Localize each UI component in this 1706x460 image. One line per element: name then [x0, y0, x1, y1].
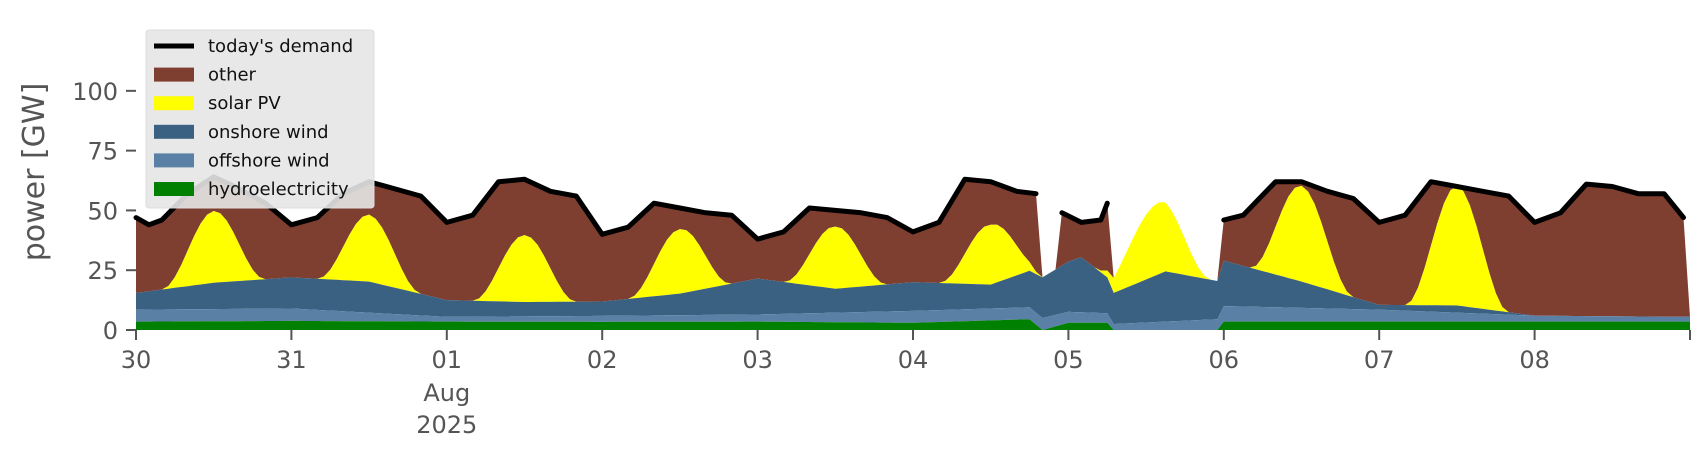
y-axis: 0 25 50 75 100 [72, 78, 136, 345]
legend-swatch [154, 153, 194, 168]
legend-label: hydroelectricity [208, 179, 349, 200]
area-solar-pv [136, 185, 1690, 317]
x-tick-label: 08 [1519, 346, 1550, 374]
legend-swatch [154, 182, 194, 196]
x-tick-label: 04 [898, 346, 929, 374]
x-tick-label: 05 [1053, 346, 1084, 374]
legend-label: offshore wind [208, 150, 330, 171]
legend-label: today's demand [208, 36, 353, 57]
y-tick-label: 75 [87, 138, 118, 166]
area-onshore-wind [136, 257, 1690, 324]
legend-label: other [208, 65, 257, 86]
x-tick-sublabel: 2025 [416, 411, 477, 439]
y-tick-label: 0 [103, 317, 118, 345]
area-offshore-wind [136, 306, 1690, 330]
legend-swatch [154, 96, 194, 111]
x-tick-label: 30 [121, 346, 152, 374]
y-tick-label: 25 [87, 257, 118, 285]
y-tick-label: 50 [87, 197, 118, 225]
legend-label: onshore wind [208, 122, 329, 143]
legend-swatch [154, 124, 194, 139]
legend-box [145, 29, 375, 209]
area-other [136, 176, 1690, 317]
x-tick-label: 31 [276, 346, 307, 374]
x-tick-sublabel: Aug [423, 379, 470, 407]
demand-line-segment [1059, 200, 1110, 225]
x-tick-label: 02 [587, 346, 618, 374]
x-tick-label: 06 [1209, 346, 1240, 374]
legend: today's demand other solar PV onshore wind o… [145, 29, 375, 209]
y-tick-label: 100 [72, 78, 118, 106]
x-axis: 30 31 01 Aug 2025 02 03 04 05 06 07 08 [121, 330, 1691, 439]
y-axis-label: power [GW] [17, 83, 52, 262]
x-tick-label: 03 [742, 346, 773, 374]
stacked-areas [136, 176, 1690, 330]
legend-label: solar PV [208, 93, 281, 114]
legend-swatch [154, 67, 194, 82]
x-tick-label: 01 [432, 346, 463, 374]
area-hydroelectricity [136, 319, 1690, 330]
demand-line-segment [1221, 179, 1686, 225]
x-tick-label: 07 [1364, 346, 1395, 374]
